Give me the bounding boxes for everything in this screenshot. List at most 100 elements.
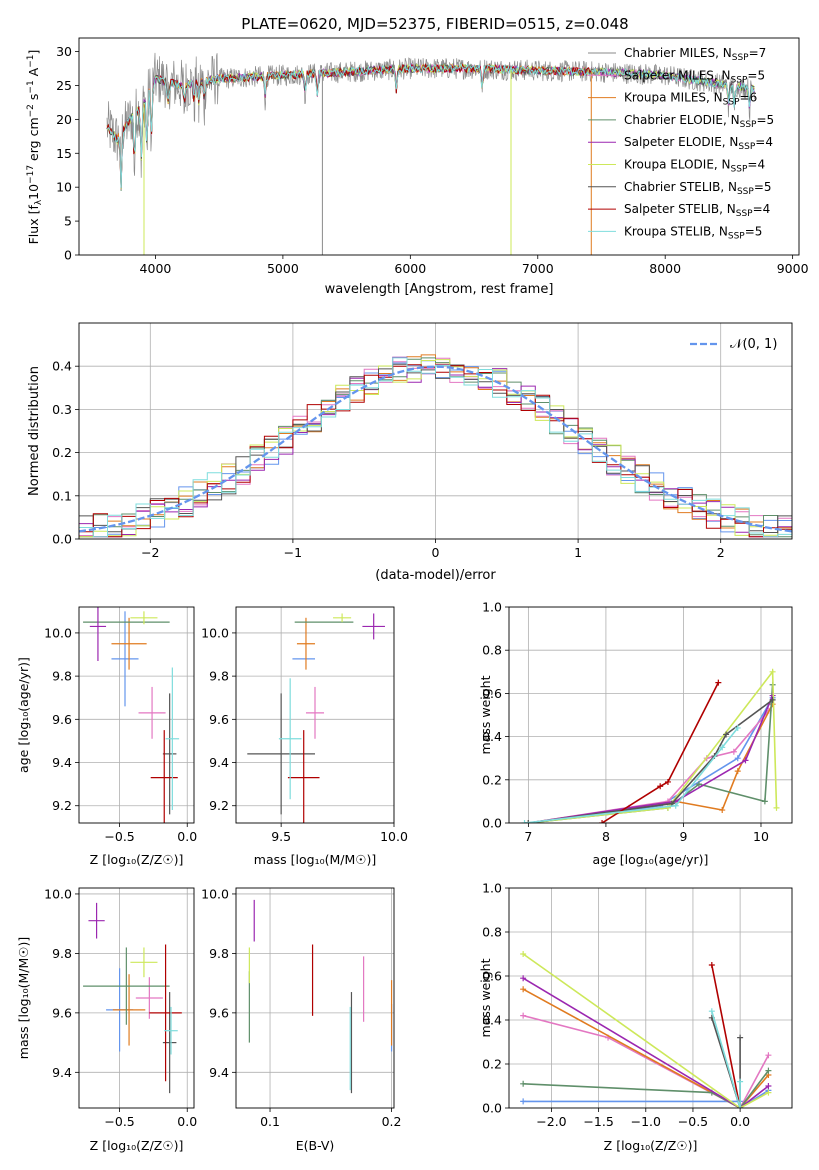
y-tick-label: 5 [64,214,72,229]
axes-frame [508,887,793,1109]
legend-entry: Salpeter MILES, NSSP=5 [624,68,765,85]
series-line [524,727,739,823]
y-tick-label: 10.0 [44,886,72,901]
x-tick-label: 0.0 [177,829,197,844]
y-tick-label: 9.6 [52,712,72,727]
errorbar-kroupa_elodie [130,611,158,625]
series-kroupa_miles [520,986,772,1108]
errorbar-chabrier_miles [111,611,139,707]
y-tick-label: 9.4 [52,1065,72,1080]
x-axis-label: wavelength [Angstrom, rest frame] [325,282,554,297]
x-tick-label: 9 [679,829,687,844]
series-marker [765,1089,772,1096]
x-tick-label: 10.0 [380,829,408,844]
axes-frame [78,37,800,256]
x-axis-label: Z [log₁₀(Z/Z☉)] [90,852,184,867]
y-tick-label: 10.0 [201,625,229,640]
x-axis-label: Z [log₁₀(Z/Z☉)] [604,1138,698,1153]
legend-entry: Chabrier MILES, NSSP=7 [624,46,766,63]
series-line [522,953,769,1108]
x-tick-label: 0.0 [177,1114,197,1129]
plot-area [509,888,792,1108]
series-marker [730,748,737,755]
y-tick-label: 10.0 [44,625,72,640]
y-tick-label: 0.1 [52,488,72,503]
series-line [522,988,770,1108]
legend-entry: Kroupa MILES, NSSP=6 [624,91,757,108]
y-tick-label: 0.2 [52,445,72,460]
x-tick-label: 4000 [140,261,172,276]
plot-area [236,607,394,823]
series-marker [737,1105,744,1108]
y-tick-label: 9.8 [52,946,72,961]
x-tick-label: −2.0 [536,1114,566,1129]
y-tick-label: 0.4 [52,359,72,374]
axes-frame [508,606,793,824]
panel-mass_vs_ebv: 0.1 0.2 9.4 9.6 9.8 10.0 E(B-V) [201,886,401,1153]
series-salpeter_stelib [599,679,722,823]
errorbar-kroupa_miles [296,617,315,670]
panel-age_vs_Z: −0.5 0.0 9.2 9.4 9.6 9.8 10.0 Z [log₁₀(Z/Z☉)] ag… [16,606,197,867]
errorbar-kroupa_stelib [278,678,302,800]
panel-massweight_vs_age: 7 8 9 10 0.0 0.2 0.4 0.6 0.8 1.0 age [log₁₀(age/yr… [478,600,793,867]
series-marker [773,804,780,811]
series-marker [737,1034,744,1041]
errorbar-kroupa_stelib [165,667,180,811]
series-marker [719,744,726,751]
series-marker [761,798,768,805]
series-line [711,1017,741,1108]
errorbar-chabrier_stelib [162,992,177,1094]
x-tick-label: 5000 [267,261,299,276]
y-axis-label: mass weight [478,675,493,754]
y-tick-label: 9.4 [52,755,72,770]
normal-curve [79,365,792,533]
legend-entry: Kroupa ELODIE, NSSP=4 [624,158,765,175]
errorbar-kroupa_miles [112,974,146,1046]
y-tick-label: 15 [56,146,72,161]
y-tick-label: 10.0 [201,886,229,901]
errorbar-salpeter_stelib [150,730,178,823]
y-tick-label: 0.8 [482,925,502,940]
x-tick-label: 0.1 [260,1114,280,1129]
x-tick-label: −0.5 [104,829,134,844]
x-axis-label: Z [log₁₀(Z/Z☉)] [90,1138,184,1153]
y-axis-label: age [log₁₀(age/yr)] [16,657,31,773]
x-tick-label: 8 [602,829,610,844]
x-axis-label: E(B-V) [296,1138,335,1153]
errorbar-salpeter_elodie [89,607,107,661]
legend-entry: Salpeter STELIB, NSSP=4 [624,202,770,219]
plot-area [79,323,792,539]
y-tick-label: 9.6 [52,1005,72,1020]
y-tick-label: 0.4 [482,1013,502,1028]
panel-mass_vs_Z: −0.5 0.0 9.4 9.6 9.8 10.0 Z [log₁₀(Z/Z☉)] mass … [16,886,197,1153]
y-tick-label: 0.3 [52,402,72,417]
series-marker [520,986,527,993]
series-marker [765,1067,772,1074]
legend-entry: 𝒩(0, 1) [730,337,777,352]
x-tick-label: −0.5 [104,1114,134,1129]
y-tick-label: 9.4 [209,1065,229,1080]
series-marker [719,807,726,814]
x-tick-label: 0 [432,545,440,560]
x-tick-label: 10 [753,829,769,844]
y-tick-label: 0.0 [52,532,72,547]
errorbar-kroupa_miles [111,617,147,670]
y-tick-label: 9.6 [209,712,229,727]
y-tick-label: 0.0 [482,1101,502,1116]
panel-spectrum: 4000 5000 6000 7000 8000 9000 0 5 10 15 20 25 30 Chab… [26,37,809,297]
x-tick-label: 0.2 [382,1114,402,1129]
model-spectrum [106,62,755,192]
y-tick-label: 9.4 [209,755,229,770]
series-marker [708,1008,715,1015]
axes-frame [78,606,195,824]
errorbar-chabrier_stelib [247,693,315,815]
x-tick-label: 9000 [777,261,809,276]
series-marker [657,783,664,790]
y-tick-label: 0.2 [482,1057,502,1072]
panel-massweight_vs_Z: −2.0 −1.5 −1.0 −0.5 0.0 0.0 0.2 0.4 0.6 0.8 1.0 Z [… [478,881,793,1153]
errorbar-chabrier_stelib [162,693,177,815]
errorbar-salpeter_miles [138,686,166,739]
x-tick-label: 9.5 [271,829,291,844]
series-marker [695,781,702,788]
